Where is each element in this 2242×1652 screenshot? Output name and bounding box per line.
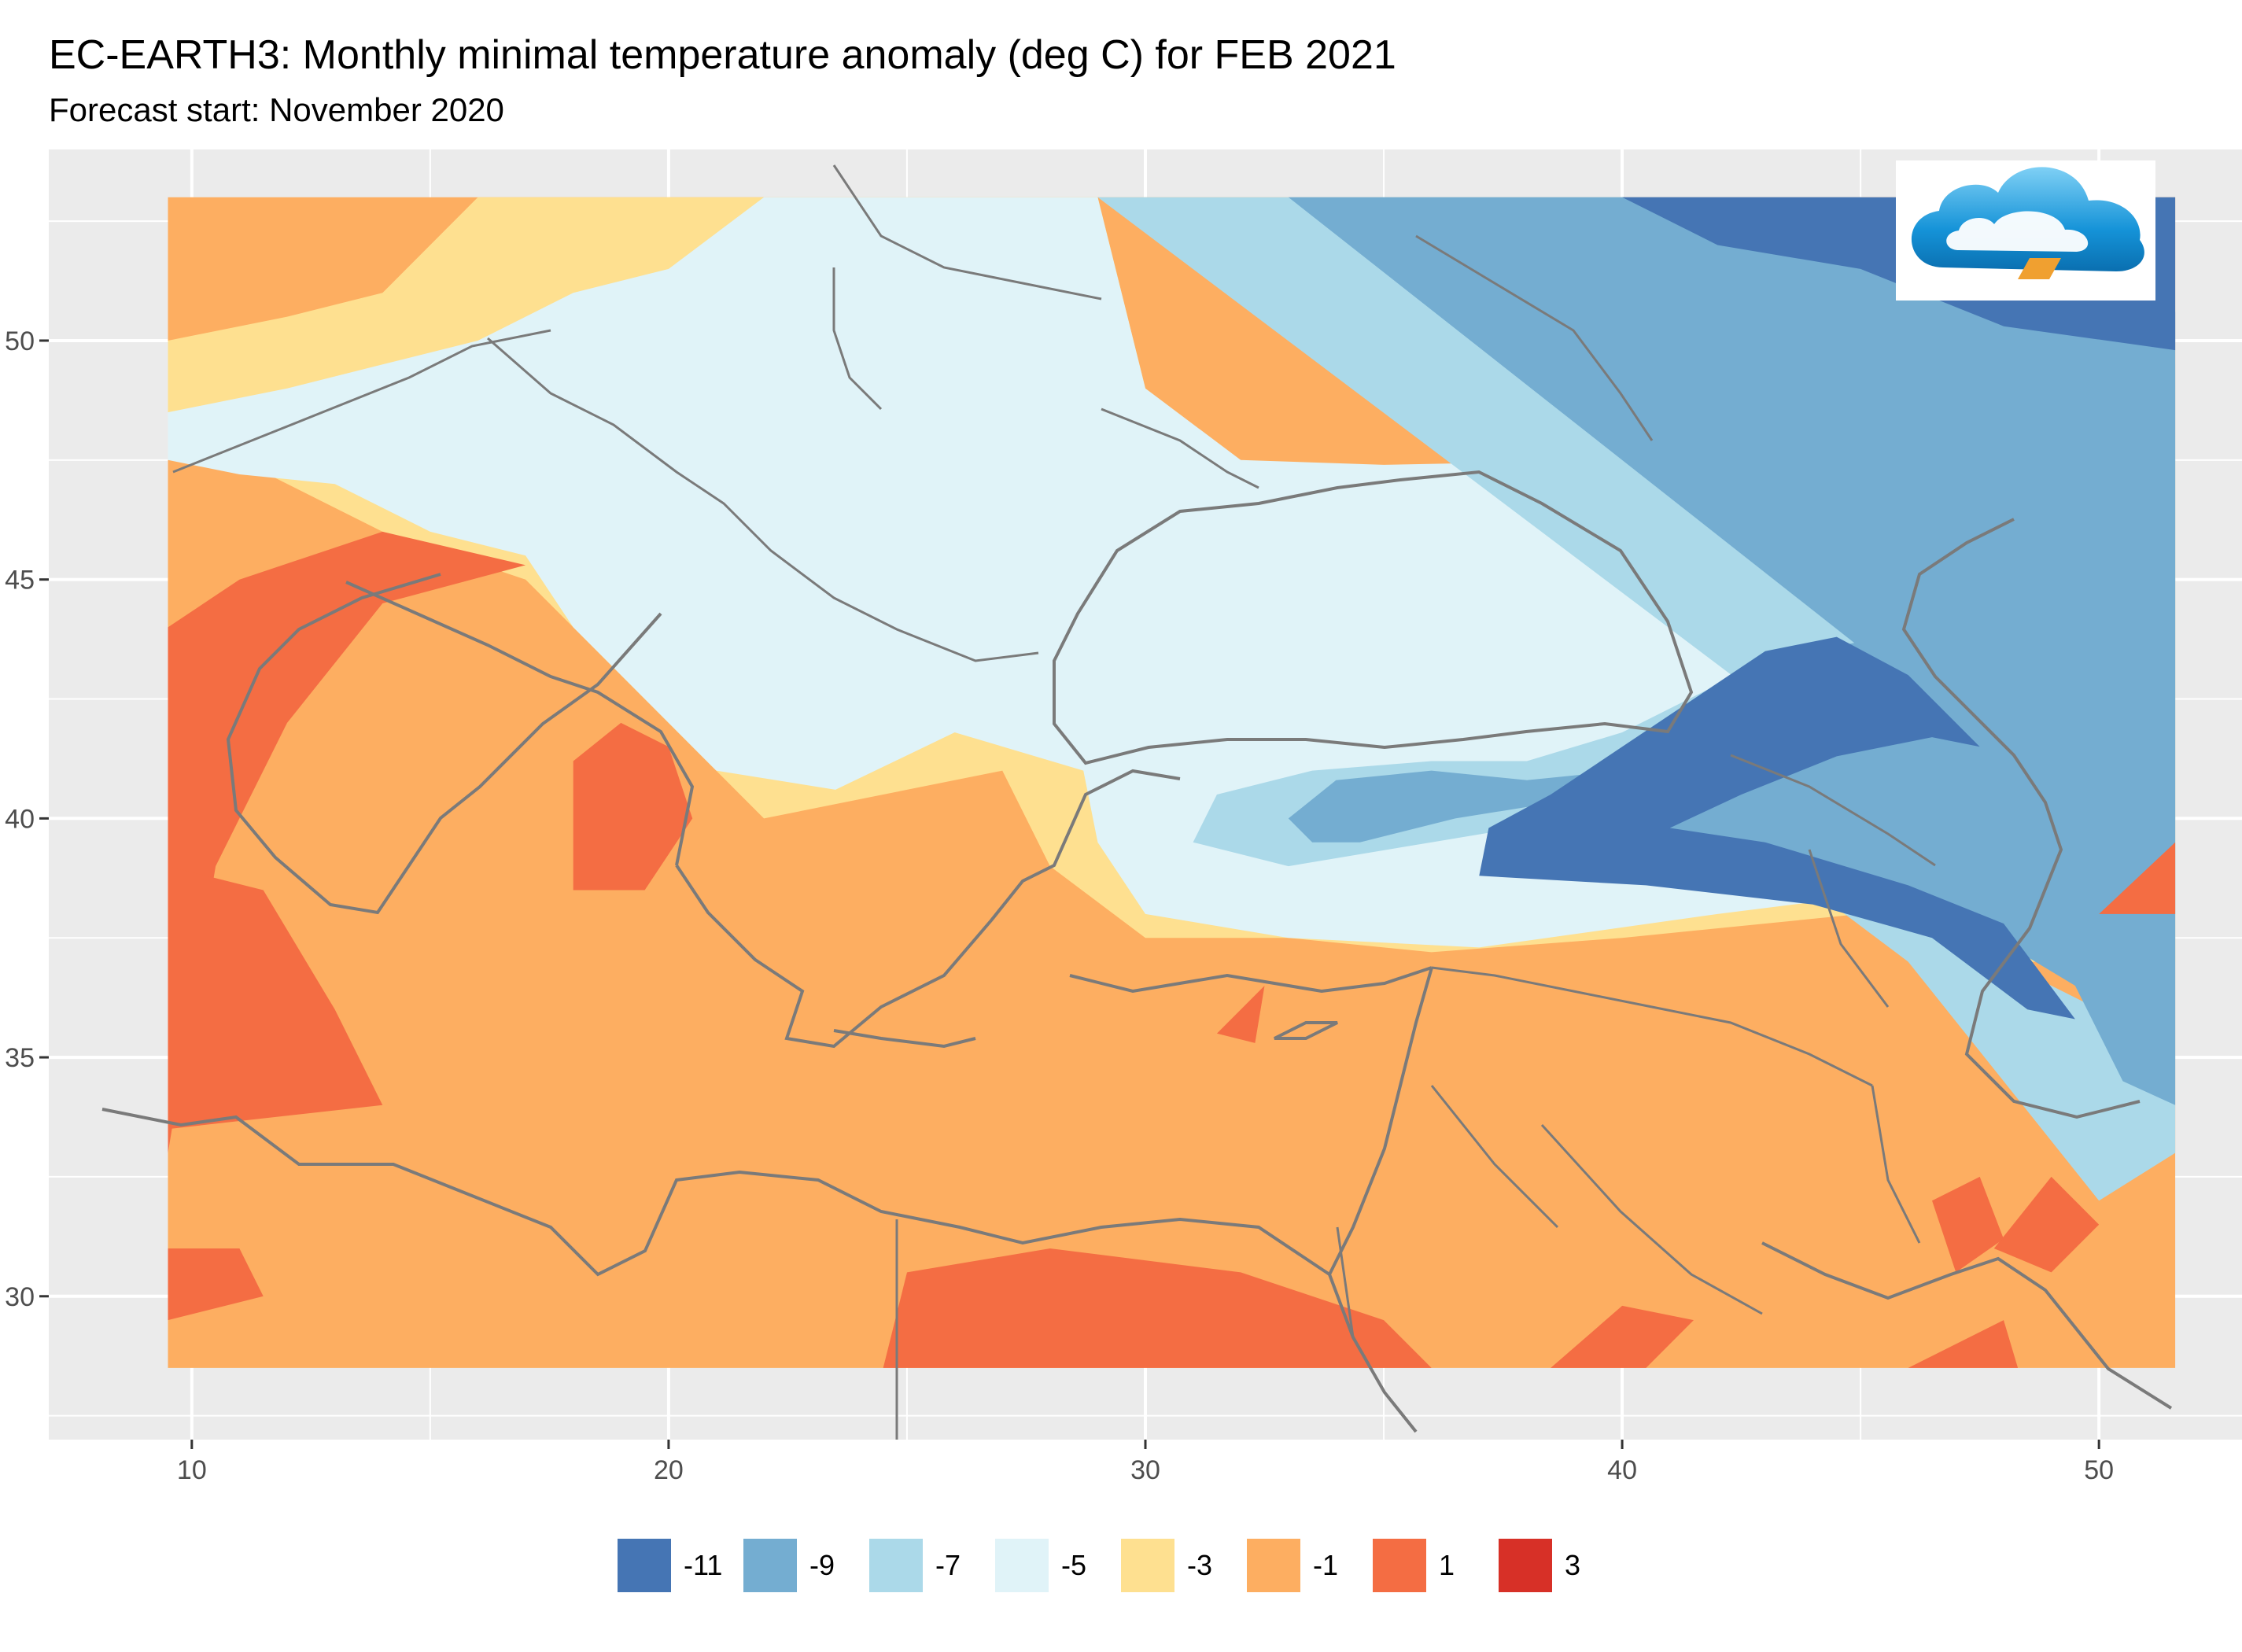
legend-item: -7: [869, 1539, 983, 1592]
legend-swatch: [743, 1539, 797, 1592]
logo-cloud-inner: [1946, 211, 2089, 252]
legend-swatch: [1121, 1539, 1174, 1592]
coastline-anatolia-south: [1069, 966, 1433, 994]
y-tick-label: 50: [5, 326, 35, 356]
x-tick-label: 10: [177, 1455, 207, 1485]
x-tick-label: 50: [2084, 1455, 2114, 1485]
coastlines: [101, 470, 2173, 1433]
legend-label: -3: [1187, 1549, 1213, 1581]
color-legend: -11 -9 -7 -5 -3 -1 1 3: [0, 1534, 2242, 1597]
x-tick-label: 30: [1130, 1455, 1160, 1485]
legend-item: -11: [618, 1539, 731, 1592]
y-tick-label: 40: [5, 804, 35, 834]
anomaly-region-14: [2099, 842, 2176, 914]
logo-arrow: [2018, 258, 2061, 279]
y-tick-label: 45: [5, 566, 35, 596]
anomaly-region-9: [573, 722, 693, 891]
anomaly-fill-regions: [168, 197, 2176, 1368]
y-tick-label: 30: [5, 1282, 35, 1312]
legend-label: -9: [809, 1549, 835, 1581]
anomaly-region-8: [168, 866, 383, 1130]
chart-title: EC-EARTH3: Monthly minimal temperature a…: [49, 32, 1396, 78]
legend-swatch: [1499, 1539, 1552, 1592]
legend-swatch: [995, 1539, 1049, 1592]
anomaly-region-4: [1288, 197, 2176, 1105]
coastline-crete: [833, 1029, 976, 1049]
legend-label: -1: [1313, 1549, 1339, 1581]
coastline-italy: [226, 573, 662, 915]
anomaly-region-15: [1216, 986, 1265, 1043]
anomaly-region-7: [168, 531, 526, 1153]
legend-item: -3: [1121, 1539, 1234, 1592]
coastline-adriatic: [345, 581, 695, 866]
anomaly-region-16: [168, 1248, 264, 1321]
legend-swatch: [869, 1539, 923, 1592]
coastline-levant: [1328, 967, 1433, 1275]
legend-label: 3: [1565, 1549, 1581, 1581]
anomaly-region-12: [1908, 1320, 2019, 1368]
coastline-black-sea: [1053, 470, 1694, 765]
map-axes: 10 20 30 40 50 30 35 40 45 50: [5, 326, 2114, 1485]
coastline-cyprus: [1274, 1021, 1338, 1040]
x-tick-label: 40: [1607, 1455, 1637, 1485]
x-tick-label: 20: [654, 1455, 684, 1485]
anomaly-region-13: [1993, 1176, 2100, 1273]
country-borders: [172, 164, 1936, 1440]
legend-label: -11: [684, 1549, 723, 1581]
coastline-caspian: [1901, 518, 2141, 1119]
anomaly-region-6: [1479, 636, 2075, 1020]
legend-item: -1: [1247, 1539, 1360, 1592]
legend-swatch: [618, 1539, 671, 1592]
coastline-greece: [675, 769, 1181, 1049]
legend-label: -5: [1061, 1549, 1087, 1581]
coastline-africa: [101, 1108, 1331, 1277]
legend-item: -9: [743, 1539, 857, 1592]
coastline-red-sea: [1328, 1274, 1418, 1433]
cloud-logo-icon: [1896, 160, 2155, 301]
legend-item: 3: [1499, 1539, 1612, 1592]
legend-swatch: [1247, 1539, 1300, 1592]
chart-subtitle: Forecast start: November 2020: [49, 91, 504, 128]
coastline-gulf: [1761, 1241, 2173, 1410]
legend-label: 1: [1439, 1549, 1455, 1581]
anomaly-region-10: [883, 1248, 1432, 1368]
anomaly-region-17: [1932, 1176, 2004, 1273]
y-tick-label: 35: [5, 1043, 35, 1073]
anomaly-region-11: [1551, 1305, 1694, 1368]
legend-swatch: [1373, 1539, 1426, 1592]
legend-item: -5: [995, 1539, 1108, 1592]
legend-label: -7: [935, 1549, 961, 1581]
legend-item: 1: [1373, 1539, 1486, 1592]
